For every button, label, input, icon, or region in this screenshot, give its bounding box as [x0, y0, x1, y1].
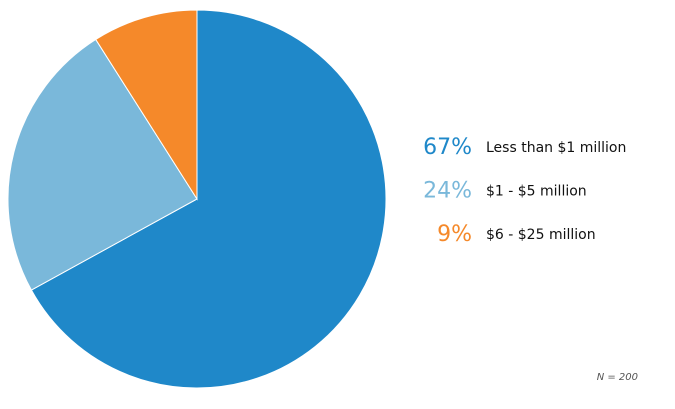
- legend-label: Less than $1 million: [486, 140, 626, 156]
- legend-label: $1 - $5 million: [486, 184, 587, 200]
- legend-value: 67%: [423, 135, 472, 160]
- annotation: N = 200: [597, 372, 638, 383]
- legend-value: 9%: [437, 222, 472, 247]
- legend-value: 24%: [423, 179, 472, 204]
- pie-slice: [95, 9, 198, 201]
- pie-slice: [7, 38, 198, 291]
- pie-slice: [30, 9, 387, 389]
- legend-label: $6 - $25 million: [486, 227, 596, 243]
